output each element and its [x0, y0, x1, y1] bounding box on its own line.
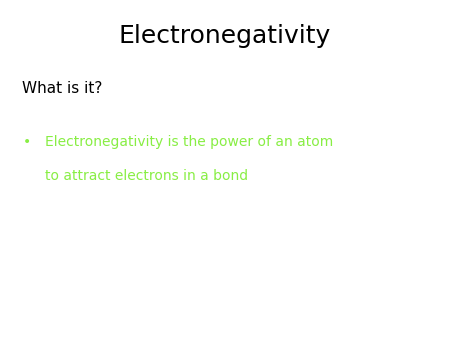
Text: to attract electrons in a bond: to attract electrons in a bond: [45, 169, 248, 183]
Text: Electronegativity: Electronegativity: [119, 24, 331, 48]
Text: •: •: [22, 135, 31, 149]
Text: What is it?: What is it?: [22, 81, 103, 96]
Text: Electronegativity is the power of an atom: Electronegativity is the power of an ato…: [45, 135, 333, 149]
